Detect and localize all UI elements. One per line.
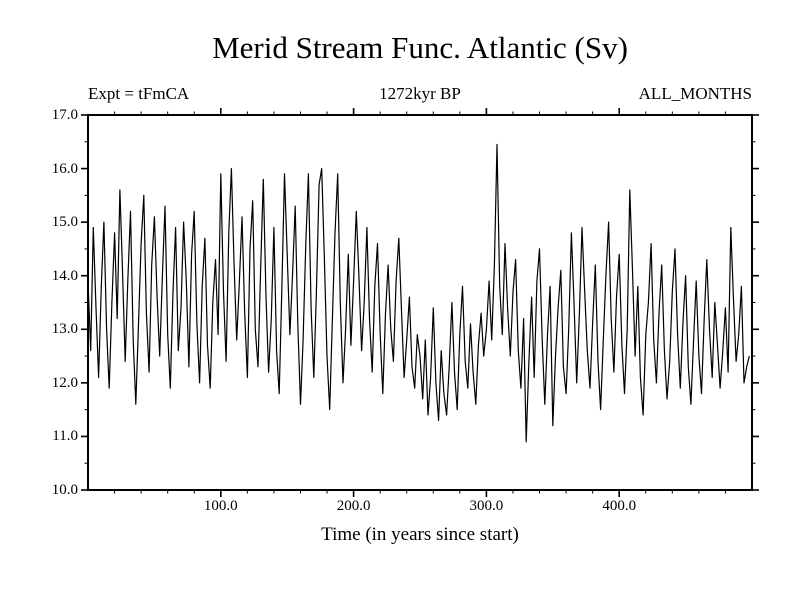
x-tick-label: 200.0 xyxy=(336,498,371,514)
time-bp-label: 1272kyr BP xyxy=(379,84,461,103)
y-tick-label: 11.0 xyxy=(52,428,78,445)
experiment-label: Expt = tFmCA xyxy=(88,84,190,103)
y-tick-label: 16.0 xyxy=(51,160,78,177)
x-tick-label: 100.0 xyxy=(203,498,238,514)
data-line xyxy=(87,143,750,443)
x-tick-label: 400.0 xyxy=(602,498,637,514)
x-axis-label: Time (in years since start) xyxy=(321,524,519,545)
y-tick-label: 15.0 xyxy=(51,214,78,231)
y-tick-label: 17.0 xyxy=(51,107,78,123)
y-tick-label: 12.0 xyxy=(51,374,78,391)
y-tick-label: 10.0 xyxy=(51,482,78,498)
x-tick-label: 300.0 xyxy=(469,498,504,514)
y-tick-label: 14.0 xyxy=(51,267,78,284)
y-tick-label: 13.0 xyxy=(51,321,78,338)
chart-title: Merid Stream Func. Atlantic (Sv) xyxy=(212,30,628,65)
months-label: ALL_MONTHS xyxy=(638,84,752,103)
